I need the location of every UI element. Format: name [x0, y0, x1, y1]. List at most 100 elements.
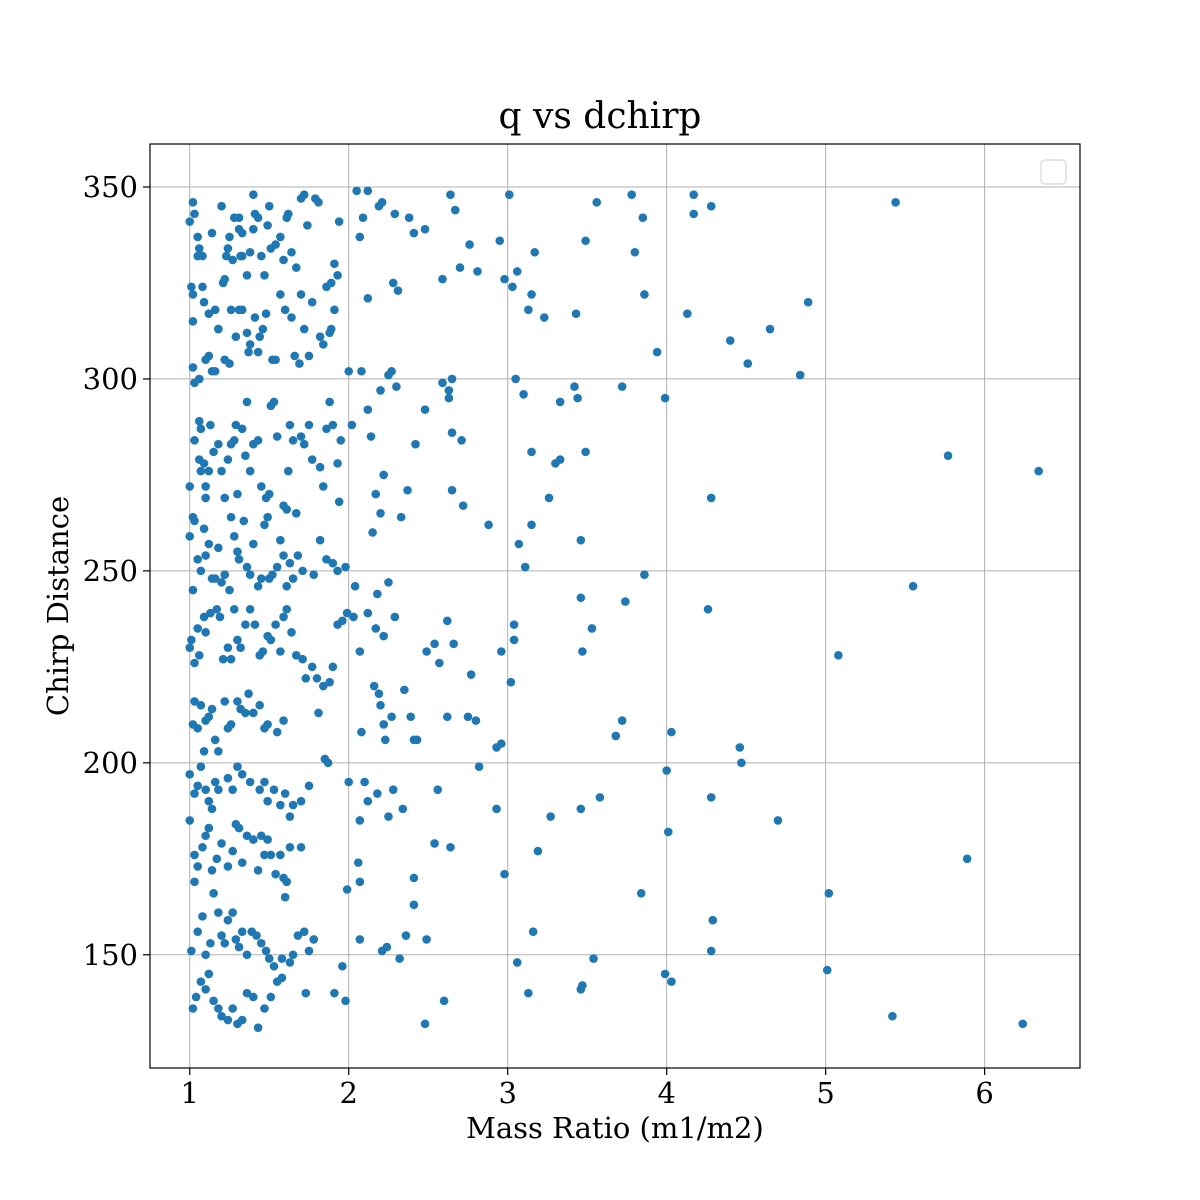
data-point — [193, 555, 202, 564]
data-point — [253, 581, 263, 591]
data-point — [309, 570, 319, 580]
data-point — [255, 700, 264, 710]
data-point — [250, 620, 260, 629]
data-point — [822, 965, 832, 975]
data-point — [209, 996, 218, 1006]
data-point — [214, 785, 223, 794]
data-point — [962, 854, 972, 864]
data-point — [220, 493, 230, 503]
data-point — [245, 466, 255, 476]
data-point — [442, 616, 452, 626]
data-point — [215, 612, 225, 622]
data-point — [237, 305, 247, 315]
data-point — [834, 651, 843, 660]
data-point — [242, 270, 252, 280]
data-point — [188, 1004, 198, 1013]
data-point — [282, 877, 292, 887]
data-point — [296, 842, 306, 852]
data-point — [218, 654, 228, 664]
data-point — [322, 424, 331, 434]
data-point — [587, 624, 597, 633]
data-point — [263, 720, 272, 729]
data-point — [363, 608, 373, 618]
data-point — [207, 228, 217, 238]
data-point — [363, 796, 373, 806]
data-point — [384, 812, 393, 821]
data-point — [398, 804, 408, 814]
data-point — [576, 535, 586, 545]
data-point — [269, 785, 279, 794]
data-point — [325, 397, 334, 407]
data-point — [333, 270, 342, 280]
data-point — [201, 950, 210, 960]
data-point — [660, 969, 670, 979]
data-point — [214, 439, 223, 449]
data-point — [207, 704, 217, 714]
data-point — [242, 328, 252, 338]
data-point — [204, 969, 214, 979]
data-point — [528, 927, 538, 937]
data-point — [190, 658, 199, 668]
data-point — [330, 305, 339, 315]
data-point — [296, 290, 306, 299]
data-point — [382, 942, 392, 952]
data-point — [366, 432, 376, 441]
data-point — [509, 620, 519, 629]
data-point — [422, 935, 431, 944]
data-point — [581, 236, 590, 246]
data-point — [269, 961, 279, 971]
data-point — [271, 240, 280, 249]
data-point — [392, 382, 401, 391]
data-point — [307, 297, 317, 307]
data-point — [396, 512, 406, 522]
data-point — [290, 351, 299, 361]
data-point — [420, 405, 430, 414]
data-point — [256, 938, 266, 948]
data-point — [595, 793, 605, 802]
data-point — [282, 581, 292, 591]
data-point — [388, 785, 398, 794]
data-point — [204, 351, 214, 361]
data-point — [210, 735, 220, 745]
data-point — [293, 931, 303, 940]
data-point — [388, 278, 398, 288]
data-point — [333, 459, 342, 468]
data-point — [214, 746, 223, 756]
data-point — [190, 877, 199, 887]
data-point — [253, 1023, 263, 1032]
data-point — [260, 520, 269, 530]
data-point — [506, 677, 516, 687]
data-point — [352, 186, 361, 196]
data-point — [249, 539, 258, 549]
data-point — [204, 823, 214, 833]
data-point — [199, 459, 209, 468]
y-tick-label: 300 — [83, 362, 138, 396]
data-point — [358, 213, 368, 223]
y-tick-label: 350 — [83, 170, 138, 204]
data-point — [201, 482, 210, 491]
data-point — [190, 516, 199, 526]
data-point — [223, 862, 233, 871]
data-point — [242, 397, 252, 407]
data-point — [271, 869, 280, 879]
data-point — [225, 232, 234, 242]
data-point — [204, 309, 214, 318]
data-point — [943, 451, 953, 461]
data-point — [357, 366, 366, 376]
data-point — [334, 497, 344, 507]
data-point — [735, 743, 745, 752]
data-point — [287, 313, 296, 322]
data-point — [234, 213, 244, 223]
data-point — [433, 785, 443, 794]
data-point — [589, 954, 598, 963]
data-point — [301, 674, 311, 683]
data-point — [404, 213, 414, 223]
data-point — [379, 470, 388, 480]
data-point — [198, 282, 207, 292]
data-point — [225, 585, 234, 595]
data-point — [226, 720, 236, 729]
grid-lines — [150, 144, 1080, 1068]
data-point — [689, 190, 698, 199]
data-point — [296, 796, 306, 806]
